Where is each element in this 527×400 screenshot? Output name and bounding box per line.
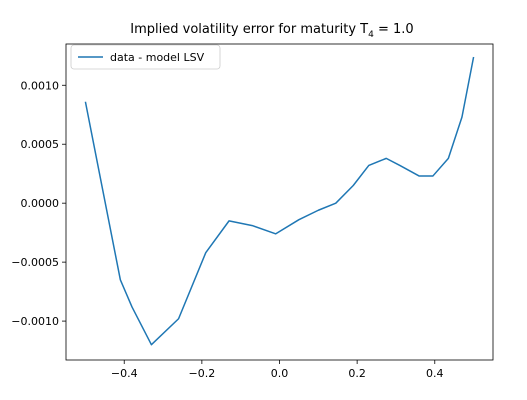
plot-area: −0.4 −0.2 0.0 0.2 0.4 −0.0010 −0.0005 0.0000 0.0… xyxy=(11,43,494,380)
x-tick-label: −0.2 xyxy=(189,367,216,380)
y-tick-label: −0.0010 xyxy=(11,315,59,328)
y-tick-label: 0.0000 xyxy=(21,197,60,210)
y-tick-label: 0.0005 xyxy=(21,138,60,151)
x-tick-label: −0.4 xyxy=(111,367,138,380)
chart-title-suffix: = 1.0 xyxy=(374,22,414,37)
x-tick-label: 0.4 xyxy=(426,367,444,380)
legend-label: data - model LSV xyxy=(110,51,205,64)
chart-title-subscript: 4 xyxy=(368,30,374,40)
axes-frame xyxy=(65,43,494,361)
legend-box xyxy=(70,44,221,70)
y-tick-label: −0.0005 xyxy=(11,256,59,269)
y-tick-label: 0.0010 xyxy=(21,79,60,92)
chart-title-prefix: Implied volatility error for maturity T xyxy=(130,22,368,37)
series-line-0 xyxy=(84,56,475,346)
x-tick-label: 0.2 xyxy=(348,367,366,380)
chart-title: Implied volatility error for maturity T4… xyxy=(130,22,413,40)
x-tick-label: 0.0 xyxy=(271,367,289,380)
